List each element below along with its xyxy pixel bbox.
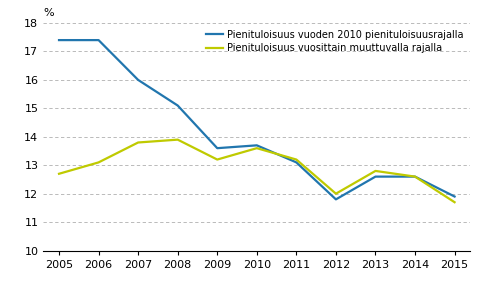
Pienituloisuus vuosittain muuttuvalla rajalla bbox=[372, 169, 378, 173]
Pienituloisuus vuosittain muuttuvalla rajalla bbox=[333, 192, 339, 195]
Pienituloisuus vuoden 2010 pienituloisuusrajalla bbox=[293, 161, 299, 164]
Pienituloisuus vuosittain muuttuvalla rajalla bbox=[56, 172, 62, 175]
Legend: Pienituloisuus vuoden 2010 pienituloisuusrajalla, Pienituloisuus vuosittain muut: Pienituloisuus vuoden 2010 pienituloisuu… bbox=[204, 28, 466, 55]
Pienituloisuus vuosittain muuttuvalla rajalla bbox=[452, 200, 457, 204]
Pienituloisuus vuoden 2010 pienituloisuusrajalla bbox=[333, 198, 339, 201]
Pienituloisuus vuoden 2010 pienituloisuusrajalla bbox=[412, 175, 418, 178]
Pienituloisuus vuosittain muuttuvalla rajalla bbox=[412, 175, 418, 178]
Pienituloisuus vuoden 2010 pienituloisuusrajalla bbox=[56, 38, 62, 42]
Pienituloisuus vuoden 2010 pienituloisuusrajalla bbox=[135, 78, 141, 82]
Pienituloisuus vuoden 2010 pienituloisuusrajalla bbox=[254, 144, 260, 147]
Pienituloisuus vuoden 2010 pienituloisuusrajalla bbox=[215, 146, 220, 150]
Pienituloisuus vuosittain muuttuvalla rajalla bbox=[215, 158, 220, 161]
Line: Pienituloisuus vuoden 2010 pienituloisuusrajalla: Pienituloisuus vuoden 2010 pienituloisuu… bbox=[59, 40, 455, 199]
Pienituloisuus vuoden 2010 pienituloisuusrajalla bbox=[452, 195, 457, 198]
Pienituloisuus vuosittain muuttuvalla rajalla bbox=[254, 146, 260, 150]
Pienituloisuus vuosittain muuttuvalla rajalla bbox=[175, 138, 180, 141]
Pienituloisuus vuoden 2010 pienituloisuusrajalla bbox=[96, 38, 101, 42]
Line: Pienituloisuus vuosittain muuttuvalla rajalla: Pienituloisuus vuosittain muuttuvalla ra… bbox=[59, 140, 455, 202]
Pienituloisuus vuoden 2010 pienituloisuusrajalla bbox=[372, 175, 378, 178]
Text: %: % bbox=[43, 8, 54, 18]
Pienituloisuus vuosittain muuttuvalla rajalla bbox=[135, 141, 141, 144]
Pienituloisuus vuosittain muuttuvalla rajalla bbox=[96, 161, 101, 164]
Pienituloisuus vuosittain muuttuvalla rajalla bbox=[293, 158, 299, 161]
Pienituloisuus vuoden 2010 pienituloisuusrajalla bbox=[175, 104, 180, 107]
